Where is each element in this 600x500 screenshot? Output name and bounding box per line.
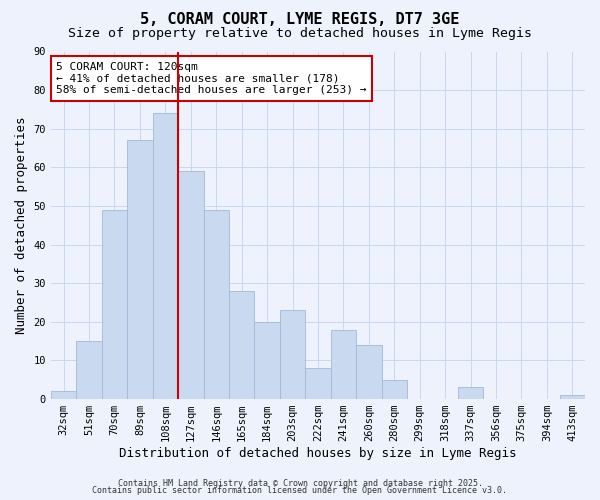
Bar xyxy=(76,341,102,399)
Bar xyxy=(305,368,331,399)
Text: Contains HM Land Registry data © Crown copyright and database right 2025.: Contains HM Land Registry data © Crown c… xyxy=(118,478,482,488)
Bar xyxy=(458,388,483,399)
Text: 5 CORAM COURT: 120sqm
← 41% of detached houses are smaller (178)
58% of semi-det: 5 CORAM COURT: 120sqm ← 41% of detached … xyxy=(56,62,367,95)
Bar xyxy=(51,392,76,399)
Bar xyxy=(560,395,585,399)
X-axis label: Distribution of detached houses by size in Lyme Regis: Distribution of detached houses by size … xyxy=(119,447,517,460)
Text: Size of property relative to detached houses in Lyme Regis: Size of property relative to detached ho… xyxy=(68,28,532,40)
Bar xyxy=(203,210,229,399)
Bar xyxy=(382,380,407,399)
Bar xyxy=(127,140,152,399)
Bar xyxy=(178,171,203,399)
Text: Contains public sector information licensed under the Open Government Licence v3: Contains public sector information licen… xyxy=(92,486,508,495)
Bar xyxy=(102,210,127,399)
Bar xyxy=(229,291,254,399)
Text: 5, CORAM COURT, LYME REGIS, DT7 3GE: 5, CORAM COURT, LYME REGIS, DT7 3GE xyxy=(140,12,460,28)
Bar xyxy=(331,330,356,399)
Bar xyxy=(280,310,305,399)
Bar xyxy=(152,114,178,399)
Y-axis label: Number of detached properties: Number of detached properties xyxy=(15,116,28,334)
Bar xyxy=(356,345,382,399)
Bar xyxy=(254,322,280,399)
